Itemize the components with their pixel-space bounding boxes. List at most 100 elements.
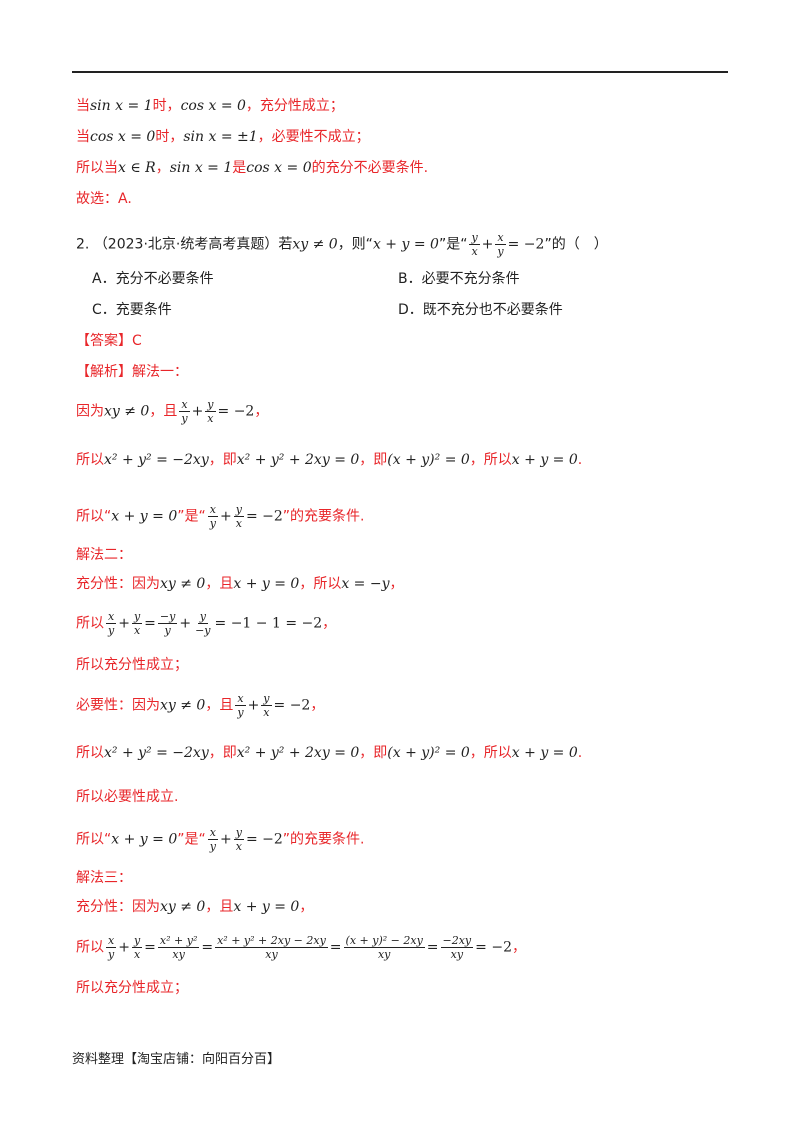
fraction-part: y — [108, 948, 115, 961]
text-segment: ，所以 — [469, 745, 512, 761]
fraction: x² + y² + 2xy − 2xy xy — [215, 934, 328, 961]
answer-label: 【答案】 — [76, 333, 132, 349]
text-segment: = — [201, 939, 214, 956]
text: ，充分性成立； — [245, 98, 344, 114]
math: x² + y² = −2xy — [104, 452, 209, 468]
fraction-part: −y — [157, 610, 178, 624]
text-segment: = −1 − 1 = −2 — [214, 615, 323, 632]
fraction-part: x — [106, 610, 117, 624]
fraction-part: y — [108, 624, 115, 637]
text-segment: ， — [511, 939, 526, 956]
fraction-part: x — [207, 503, 218, 517]
fraction-part: y — [164, 624, 171, 637]
fraction-part: x — [471, 245, 478, 258]
math: x + y = 0 — [511, 745, 578, 761]
math: (x + y)² = 0 — [387, 745, 470, 761]
math: (x + y)² = 0 — [387, 452, 470, 468]
fraction-part: y — [205, 398, 216, 412]
text-segment: 所以 — [76, 745, 104, 761]
analysis-label: 【解析】 — [76, 364, 132, 380]
text-segment: ”是“ — [177, 831, 206, 848]
math: x + y = 0 — [511, 452, 578, 468]
math: x² + y² = −2xy — [104, 745, 209, 761]
math: = −2 — [507, 236, 545, 253]
fraction-part: y — [237, 706, 244, 719]
text-segment: 所以“ — [76, 831, 112, 848]
text-segment: ，且 — [149, 403, 178, 420]
footer-text: 资料整理【淘宝店铺：向阳百分百】 — [72, 1052, 281, 1067]
fraction-part: y — [233, 503, 244, 517]
analysis-step-9: 所以必要性成立. — [76, 789, 179, 805]
fraction-part: x — [235, 840, 242, 853]
option-c: C．充要条件 — [92, 302, 172, 318]
text-segment: + — [179, 615, 192, 632]
fraction-part: x — [133, 624, 141, 637]
analysis-step-5: 所以 x y + y x = −y y + y −y = −1 − 1 = −2， — [76, 610, 336, 637]
fraction-part: y — [131, 934, 143, 948]
math: xy ≠ 0 — [160, 576, 206, 592]
text-segment: + — [118, 615, 130, 632]
answer-choice-text: 故选：A. — [76, 191, 132, 207]
text: 当 — [76, 98, 90, 114]
fraction-part: y — [233, 826, 244, 840]
text-segment: + — [219, 508, 232, 525]
fraction-part: y — [469, 231, 480, 245]
method-3-heading: 解法三： — [76, 870, 132, 886]
answer: 【答案】C — [76, 331, 142, 351]
fraction-part: xy — [172, 948, 185, 961]
fraction-part: x — [495, 231, 506, 245]
text-segment: = — [426, 939, 439, 956]
text-segment: = −2 — [273, 697, 311, 714]
text: 的充分不必要条件. — [311, 160, 429, 176]
fraction-part: x — [133, 948, 141, 961]
text-segment: 所以“ — [76, 508, 112, 525]
math: xy ≠ 0 — [160, 697, 206, 714]
text-line-2: 当cos x = 0时，sin x = ±1，必要性不成立； — [76, 127, 370, 147]
math: cos x = 0 — [90, 129, 156, 145]
question-number: 2. — [76, 236, 90, 253]
text: 时， — [152, 98, 181, 114]
fraction-part: (x + y)² − 2xy — [343, 934, 425, 948]
math: xy ≠ 0 — [292, 236, 338, 253]
math: xy ≠ 0 — [104, 403, 150, 420]
text-line-4: 故选：A. — [76, 189, 132, 209]
math: cos x = 0 — [246, 160, 312, 176]
answer-value: C — [132, 333, 142, 349]
text-line-3: 所以当x ∈ R，sin x = 1是cos x = 0的充分不必要条件. — [76, 158, 428, 178]
analysis-heading: 【解析】解法一： — [76, 362, 188, 382]
math: sin x = 1 — [90, 98, 153, 114]
fraction-part: xy — [450, 948, 464, 961]
fraction-part: y — [209, 840, 216, 853]
fraction-part: x² + y² + 2xy − 2xy — [215, 934, 328, 948]
math: + — [481, 236, 494, 253]
text-segment: 充分性：因为 — [76, 899, 160, 915]
math: x² + y² + 2xy = 0 — [236, 745, 360, 761]
text: 所以当 — [76, 160, 118, 176]
text-segment: 充分性：因为 — [76, 576, 160, 592]
text-segment: ，且 — [205, 899, 234, 915]
text-segment: ，所以 — [469, 452, 512, 468]
text: 时， — [155, 129, 184, 145]
method-label: 解法一： — [132, 364, 188, 380]
text-segment: + — [118, 939, 130, 956]
text-segment: ， — [310, 697, 325, 714]
analysis-step-10: 所以“x + y = 0”是“ x y + y x = −2”的充要条件. — [76, 826, 364, 853]
math: x + y = 0 — [111, 831, 178, 848]
math: x + y = 0 — [372, 236, 439, 253]
math: sin x = 1 — [169, 160, 233, 176]
text: ，则“ — [337, 236, 373, 253]
text-segment: 所以 — [76, 452, 104, 468]
fraction-part: x — [263, 706, 270, 719]
text-line-1: 当sin x = 1时，cos x = 0，充分性成立； — [76, 96, 344, 116]
math: x + y = 0 — [233, 899, 300, 915]
fraction-part: x — [207, 826, 218, 840]
text: 当 — [76, 129, 90, 145]
text-segment: . — [577, 745, 583, 761]
text: 是 — [232, 160, 247, 176]
math: xy ≠ 0 — [160, 899, 206, 915]
